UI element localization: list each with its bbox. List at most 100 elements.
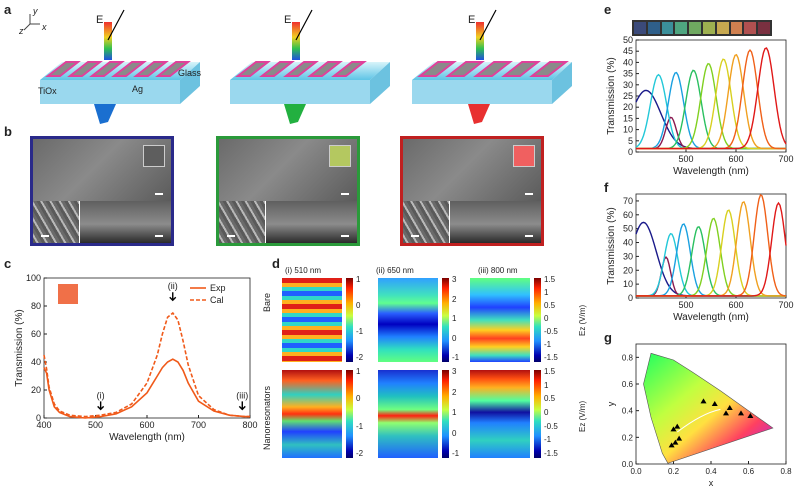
x-tick-label: 700 bbox=[778, 154, 793, 164]
y-tick-label: 40 bbox=[31, 357, 41, 367]
x-tick-label: 400 bbox=[36, 420, 51, 430]
field-map-bottom-2 bbox=[378, 370, 438, 458]
y-tick-label: 10 bbox=[623, 279, 633, 289]
panel-label-e: e bbox=[604, 2, 612, 17]
x-tick-label: 0.8 bbox=[780, 467, 792, 476]
y-tick-label: 5 bbox=[628, 136, 633, 146]
data-point-marker bbox=[672, 439, 679, 445]
colorbar-bottom-1 bbox=[346, 370, 353, 458]
colorbar-top-1 bbox=[346, 278, 353, 362]
y-tick-label: 45 bbox=[623, 46, 633, 56]
data-point-marker bbox=[723, 410, 729, 416]
chart-c: 400 500 600 700 800 0 20 40 60 80 100 Wavelength (n… bbox=[14, 273, 258, 443]
y-tick-label: 35 bbox=[623, 69, 633, 79]
color-swatch bbox=[716, 22, 729, 34]
annotation-label: (i) bbox=[97, 390, 105, 400]
y-tick-label: 0.6 bbox=[622, 380, 634, 389]
chart-g: 0.0 0.2 0.4 0.6 0.8 0.0 0.2 0.4 0.6 0.8 x y bbox=[606, 343, 792, 488]
panel-label-b: b bbox=[4, 124, 12, 139]
inset-swatch bbox=[58, 284, 78, 304]
y-tick-label: 0.8 bbox=[622, 353, 634, 362]
axis-y-label: y bbox=[33, 6, 38, 16]
y-tick-label: 60 bbox=[623, 210, 633, 220]
axis-x-label: x bbox=[42, 22, 47, 32]
field-label-2: E bbox=[284, 14, 292, 26]
data-point-marker bbox=[676, 435, 683, 441]
row-label-nanoresonators: Nanoresonators bbox=[262, 385, 272, 450]
x-axis-label: Wavelength (nm) bbox=[673, 166, 749, 177]
colorbar-tick-label: 3 bbox=[452, 275, 457, 284]
white-locus bbox=[676, 408, 721, 433]
colorbar-tick-label: -1 bbox=[544, 435, 552, 445]
y-tick-label: 50 bbox=[623, 224, 633, 234]
colorbar-tick-label: 1.5 bbox=[544, 275, 556, 284]
y-tick-label: 100 bbox=[26, 273, 41, 283]
y-tick-label: 25 bbox=[623, 91, 633, 101]
panel-label-d: d bbox=[272, 256, 280, 271]
annotation-arrow bbox=[97, 401, 105, 411]
ag-label: Ag bbox=[132, 84, 144, 94]
annotation-label: (ii) bbox=[168, 281, 178, 291]
panel-label-a: a bbox=[4, 2, 12, 17]
x-tick-label: 500 bbox=[88, 420, 103, 430]
series-cal bbox=[43, 311, 250, 418]
sem-inset-swatch bbox=[329, 145, 351, 167]
colorbar-tick-label: 0 bbox=[452, 333, 457, 343]
colorbar-tick-label: 0.5 bbox=[544, 394, 556, 404]
colorbar-tick-label: -0.5 bbox=[544, 327, 558, 336]
x-axis-label: Wavelength (nm) bbox=[109, 432, 185, 443]
legend-label: Exp bbox=[210, 283, 226, 293]
data-point-marker bbox=[711, 401, 718, 406]
axis-z-label: z bbox=[19, 26, 24, 36]
colorbar-tick-label: -1.5 bbox=[544, 353, 558, 362]
series-s10 bbox=[636, 47, 787, 150]
y-tick-label: 70 bbox=[623, 196, 633, 206]
chart-f: 500 600 700 0 10 20 30 40 50 60 70 Wavelength (nm) T… bbox=[606, 193, 794, 323]
field-label-3: E bbox=[468, 14, 476, 26]
y-tick-label: 10 bbox=[623, 125, 633, 135]
data-point-marker bbox=[700, 398, 707, 404]
colorbar-tick-label: -1 bbox=[452, 449, 460, 458]
y-axis-label: Transmission (%) bbox=[606, 207, 617, 284]
y-tick-label: 60 bbox=[31, 329, 41, 339]
plot-frame bbox=[635, 39, 787, 153]
field-map-top-2 bbox=[378, 278, 438, 362]
colorbar-tick-label: -2 bbox=[356, 449, 364, 458]
col-header-3: (iii) 800 nm bbox=[478, 266, 518, 275]
y-tick-label: 40 bbox=[623, 238, 633, 248]
data-point-marker bbox=[670, 426, 677, 432]
colorbar-tick-label: -1.5 bbox=[544, 449, 558, 458]
field-map-bottom-3 bbox=[470, 370, 530, 458]
y-axis-label: Transmission (%) bbox=[606, 57, 617, 134]
x-axis-label: x bbox=[709, 478, 714, 488]
tiox-label: TiOx bbox=[38, 86, 57, 96]
legend-label: Cal bbox=[210, 295, 224, 305]
colorbar-tick-label: 1 bbox=[356, 367, 361, 376]
field-map-top-3 bbox=[470, 278, 530, 362]
y-tick-label: 20 bbox=[623, 102, 633, 112]
colorbar-top-2 bbox=[442, 278, 449, 362]
sem-inset-swatch bbox=[513, 145, 535, 167]
sem-inset-swatch bbox=[143, 145, 165, 167]
colorbar-tick-label: 0 bbox=[544, 314, 549, 323]
x-tick-label: 0.4 bbox=[705, 467, 717, 476]
colorbar-bottom-3 bbox=[534, 370, 541, 458]
panel-label-f: f bbox=[604, 180, 609, 195]
series-s9 bbox=[636, 48, 786, 150]
data-point-marker bbox=[668, 442, 675, 448]
data-point-marker bbox=[747, 413, 754, 418]
panel-label-c: c bbox=[4, 256, 12, 271]
colorbar-tick-label: 0.5 bbox=[544, 301, 556, 310]
colorbar-tick-label: 0 bbox=[544, 408, 549, 417]
color-swatch bbox=[647, 22, 660, 34]
colorbar-tick-label: 2 bbox=[452, 387, 457, 397]
data-point-marker bbox=[738, 410, 744, 416]
x-axis-label: Wavelength (nm) bbox=[673, 312, 749, 323]
series-s3 bbox=[635, 73, 786, 150]
annotation-label: (iii) bbox=[236, 390, 248, 400]
colorbar-top-3 bbox=[534, 278, 541, 362]
series-s10 bbox=[636, 201, 787, 297]
data-point-marker bbox=[726, 405, 733, 410]
colorbar-tick-label: 0 bbox=[452, 428, 457, 438]
col-header-2: (ii) 650 nm bbox=[376, 266, 414, 275]
